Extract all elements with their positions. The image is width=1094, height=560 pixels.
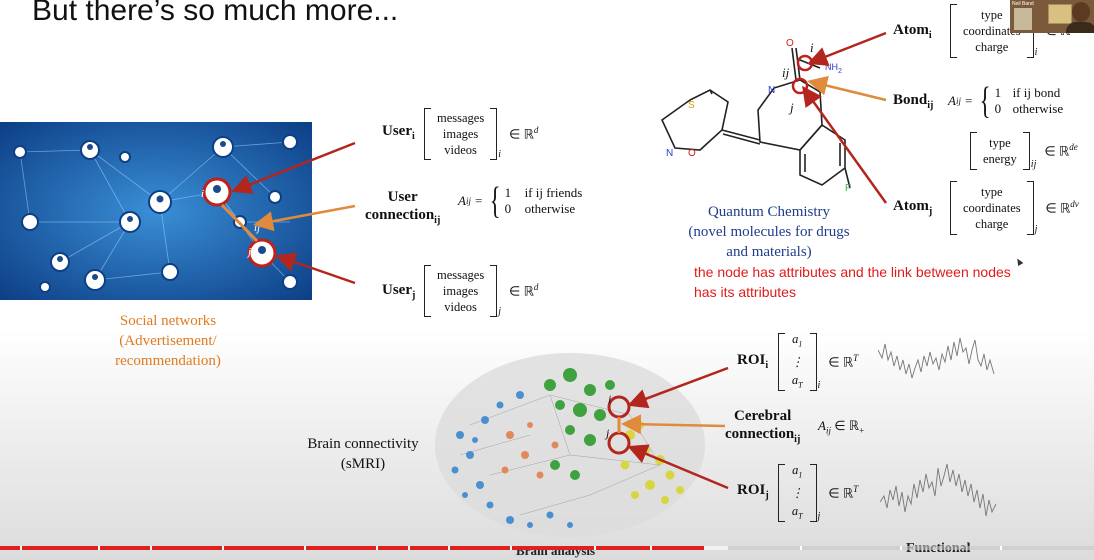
- brain-caption: Brain connectivity (sMRI): [307, 436, 419, 472]
- segment-gap: [376, 546, 378, 550]
- person-icon: [1072, 2, 1090, 22]
- segment-gap: [408, 546, 410, 550]
- roi-i-vector: a1 ⋮ aT i ∈ ℝT: [778, 332, 858, 391]
- bond-label: Bondij: [893, 92, 934, 111]
- mol-ring-n-label: N: [768, 85, 776, 96]
- webcam-thumbnail[interactable]: Neil Band: [1010, 0, 1094, 33]
- cerebral-connection-formula: Aij ∈ ℝ+: [818, 418, 865, 436]
- roi-j-signal: [880, 463, 997, 517]
- segment-gap: [448, 546, 450, 550]
- mol-nh2-label: NH2: [825, 62, 842, 75]
- video-progress-played: [0, 546, 704, 550]
- video-progress-buffered: [704, 546, 728, 550]
- roi-i-label: ROIi: [737, 352, 769, 371]
- video-progress-bar[interactable]: [0, 546, 1094, 550]
- brain-j-label: j: [606, 426, 610, 440]
- bond-attr-vector: type energy ij ∈ ℝde: [970, 132, 1078, 170]
- atom-j-vector: type coordinates charge j ∈ ℝdv: [950, 181, 1079, 235]
- mol-j-label: j: [790, 100, 794, 115]
- slide-title: But there’s so much more...: [32, 0, 399, 27]
- cerebral-connection-label: Cerebral connectionij: [725, 408, 801, 445]
- segment-gap: [1000, 546, 1002, 550]
- segment-gap: [150, 546, 152, 550]
- webcam-name: Neil Band: [1012, 1, 1034, 7]
- annotation-note: the node has attributes and the link bet…: [694, 264, 1011, 300]
- mol-o-label: O: [688, 148, 696, 159]
- social-caption: Social networks (Advertisement/ recommen…: [115, 313, 221, 369]
- roi-j-label: ROIj: [737, 482, 769, 501]
- mol-s-label: S: [688, 100, 695, 111]
- node-label-j: j: [248, 246, 252, 258]
- social-network-image: [0, 122, 312, 300]
- segment-gap: [222, 546, 224, 550]
- node-label-i: i: [201, 188, 205, 200]
- mol-otop-label: O: [786, 38, 794, 49]
- segment-gap: [650, 546, 652, 550]
- segment-gap: [304, 546, 306, 550]
- user-j-vector: messages images videos j ∈ ℝd: [424, 265, 538, 317]
- segment-gap: [594, 546, 596, 550]
- segment-gap: [900, 546, 902, 550]
- user-i-vector: messages images videos i ∈ ℝd: [424, 108, 538, 160]
- atom-i-label: Atomi: [893, 22, 932, 41]
- segment-gap: [98, 546, 100, 550]
- user-connection-label: User connectionij: [365, 189, 441, 226]
- user-j-label: Userj: [382, 282, 416, 301]
- mol-n-label: N: [666, 148, 674, 159]
- roi-j-vector: a1 ⋮ aT j ∈ ℝT: [778, 463, 858, 522]
- mol-f-label: F: [845, 183, 852, 194]
- chemistry-caption: Quantum Chemistry (novel molecules for d…: [688, 204, 850, 260]
- atom-j-label: Atomj: [893, 198, 933, 217]
- user-i-label: Useri: [382, 123, 415, 142]
- segment-gap: [20, 546, 22, 550]
- segment-gap: [800, 546, 802, 550]
- mol-ij-label: ij: [782, 65, 790, 80]
- roi-i-signal: [878, 337, 995, 379]
- segment-gap: [510, 546, 512, 550]
- brain-i-label: i: [608, 392, 612, 406]
